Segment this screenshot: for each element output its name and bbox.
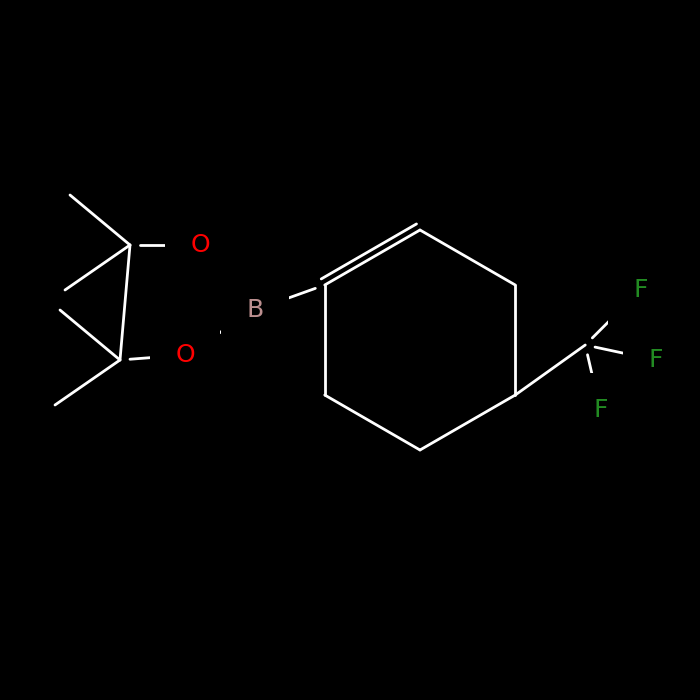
Text: B: B	[246, 298, 264, 322]
Text: O: O	[175, 343, 195, 367]
Text: F: F	[593, 398, 608, 422]
Text: F: F	[648, 348, 662, 372]
Text: O: O	[190, 233, 210, 257]
Text: F: F	[633, 278, 648, 302]
